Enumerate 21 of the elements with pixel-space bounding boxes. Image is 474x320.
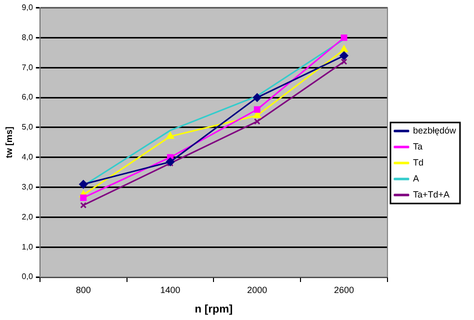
legend-label: Td — [412, 157, 424, 168]
y-tick-label: 9,0 — [22, 3, 34, 12]
legend-label: A — [412, 173, 419, 184]
x-tick-label: 2600 — [334, 284, 354, 295]
y-tick-label: 6,0 — [22, 92, 34, 102]
legend-label: bezbłędów — [412, 125, 456, 136]
y-tick-label: 7,0 — [22, 62, 34, 72]
x-tick-label: 800 — [76, 284, 91, 295]
y-tick-label: 8,0 — [22, 32, 34, 42]
x-tick-label: 2000 — [247, 284, 268, 295]
y-tick-label: 5,0 — [22, 122, 34, 132]
y-tick-label: 3,0 — [22, 182, 34, 192]
x-tick-label: 1400 — [160, 284, 180, 295]
legend-label: Ta — [412, 141, 422, 152]
x-axis-title: n [rpm] — [194, 303, 233, 316]
legend-label: Ta+Td+A — [412, 189, 450, 200]
y-tick-label: 0,0 — [22, 272, 34, 282]
y-axis-title: tw [ms] — [4, 126, 14, 158]
y-tick-label: 1,0 — [22, 242, 34, 252]
y-tick-label: 4,0 — [22, 152, 34, 162]
y-tick-label: 2,0 — [22, 212, 34, 222]
